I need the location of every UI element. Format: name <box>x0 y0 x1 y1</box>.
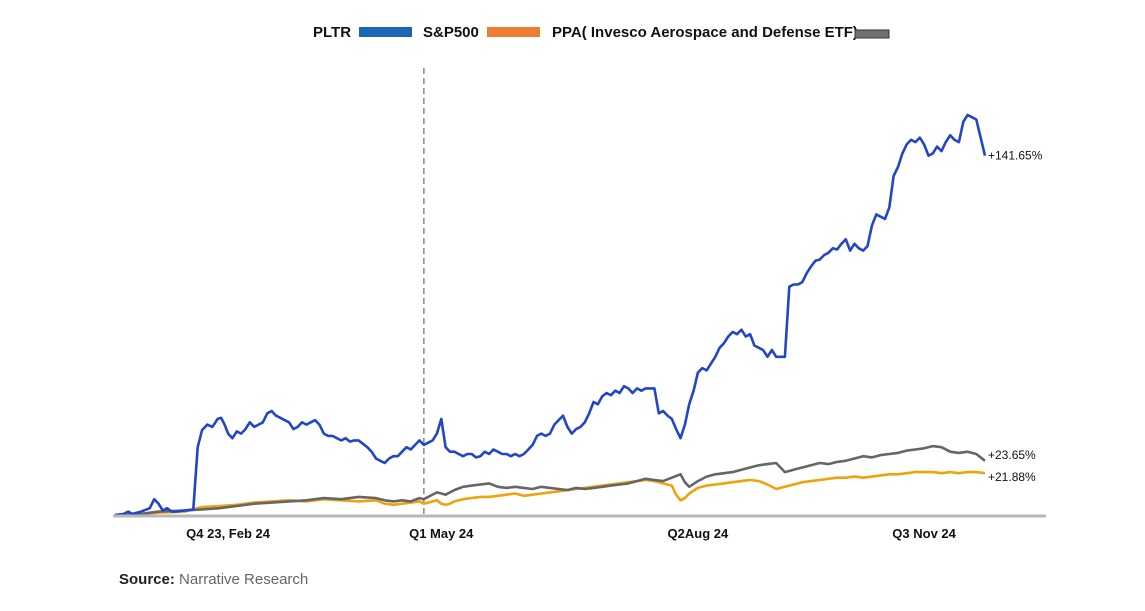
x-tick-label: Q2Aug 24 <box>668 526 729 541</box>
legend-label-sp500: S&P500 <box>423 24 479 41</box>
x-tick-label: Q1 May 24 <box>409 526 474 541</box>
x-tick-label: Q3 Nov 24 <box>892 526 956 541</box>
x-tick-labels: Q4 23, Feb 24 Q1 May 24 Q2Aug 24 Q3 Nov 24 <box>186 526 956 541</box>
source-note: Source: Narrative Research <box>119 571 308 588</box>
legend-label-ppa: PPA( Invesco Aerospace and Defense ETF) <box>552 24 858 41</box>
source-label: Source: <box>119 571 175 588</box>
legend-label-pltr: PLTR <box>313 24 351 41</box>
end-labels: +141.65% +21.88% +23.65% <box>988 149 1043 485</box>
source-text: Narrative Research <box>179 571 309 588</box>
series-group <box>114 113 987 517</box>
end-label-ppa: +23.65% <box>988 448 1036 462</box>
legend-swatch-sp500 <box>487 27 540 37</box>
series-line-pltr <box>114 113 987 517</box>
series-line-ppa <box>114 444 986 517</box>
end-label-sp500: +21.88% <box>988 470 1036 484</box>
x-tick-label: Q4 23, Feb 24 <box>186 526 271 541</box>
legend: PLTR S&P500 PPA( Invesco Aerospace and D… <box>313 24 890 41</box>
series-line-sp500 <box>114 470 986 517</box>
end-label-pltr: +141.65% <box>988 149 1043 163</box>
legend-swatch-ppa <box>854 29 890 39</box>
legend-swatch-pltr <box>359 27 412 37</box>
